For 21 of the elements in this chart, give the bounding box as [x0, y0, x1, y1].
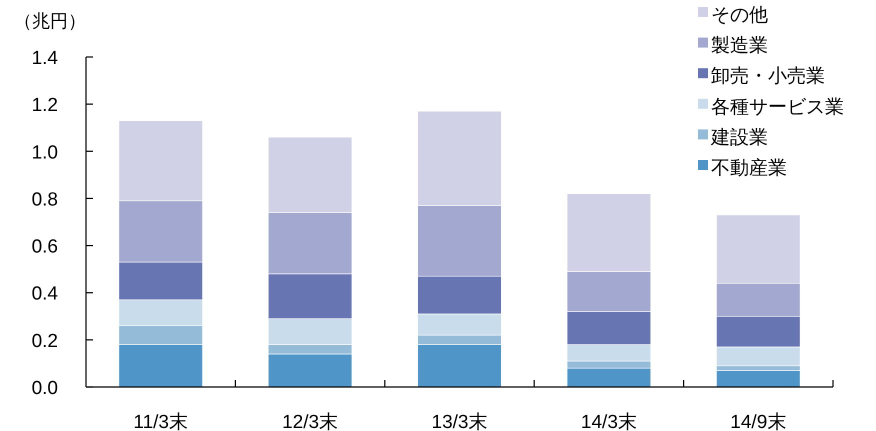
- x-tick-label: 14/9末: [730, 412, 786, 431]
- legend-label: 卸売・小売業: [711, 66, 825, 88]
- x-tick-label: 12/3末: [282, 412, 338, 431]
- legend-label: その他: [711, 5, 768, 26]
- y-tick-label: 1.0: [32, 142, 58, 164]
- legend-label: 各種サービス業: [711, 96, 844, 118]
- y-tick-label: 1.2: [32, 95, 58, 116]
- y-tick-label: 0.6: [32, 236, 58, 258]
- x-tick-label: 13/3末: [432, 412, 488, 431]
- legend-label: 建設業: [710, 127, 768, 148]
- y-tick-label: 0.4: [32, 284, 58, 305]
- bar: [716, 370, 800, 388]
- y-tick-label: 0.8: [32, 189, 58, 210]
- legend-label: 製造業: [711, 36, 768, 57]
- x-tick-label: 14/3末: [580, 412, 637, 431]
- x-tick-label: 11/3末: [133, 412, 188, 431]
- legend-label: 不動産業: [711, 157, 787, 179]
- y-axis-title: （兆円）: [14, 11, 86, 31]
- y-tick-label: 1.4: [32, 48, 58, 69]
- y-tick-label: 0.2: [32, 330, 58, 352]
- y-tick-label: 0.0: [32, 378, 58, 399]
